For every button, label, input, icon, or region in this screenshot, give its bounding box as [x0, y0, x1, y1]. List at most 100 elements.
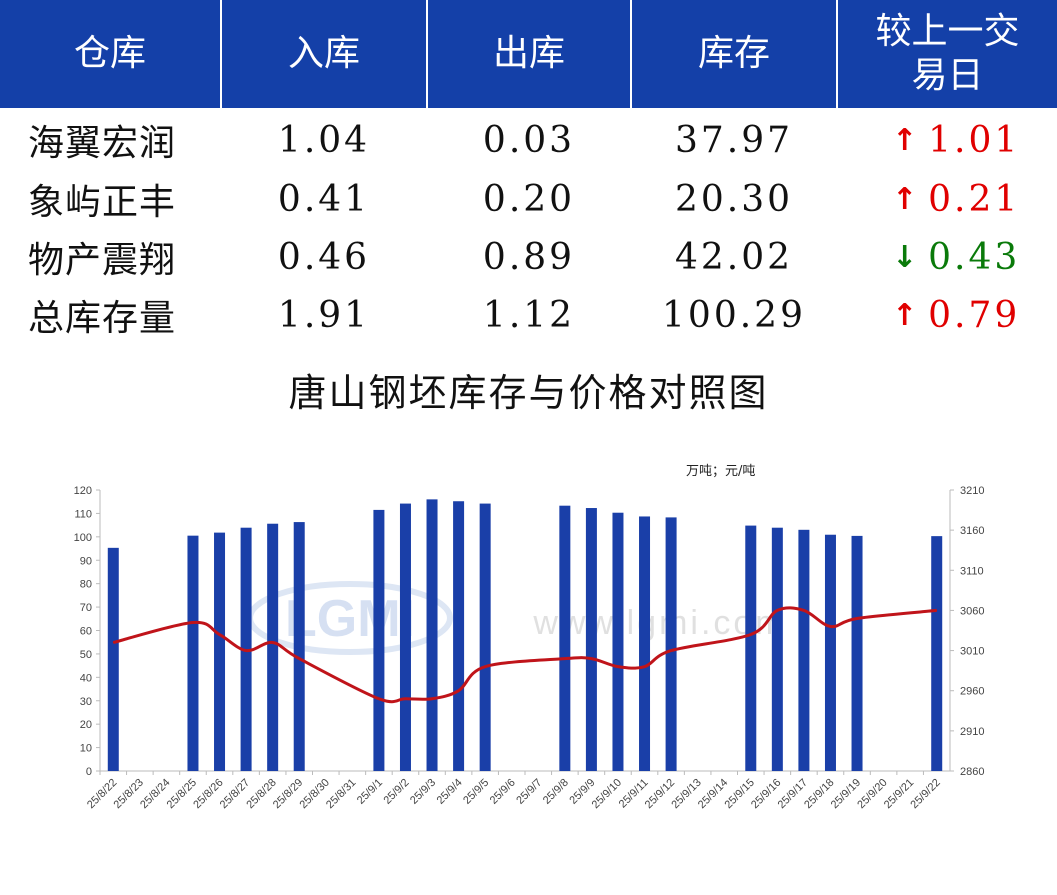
table-row: 海翼宏润 1.04 0.03 37.97 ↑ 1.01 — [0, 111, 1057, 169]
watermark: LGMI www.lgmi.com — [247, 581, 784, 655]
price-point — [644, 666, 646, 668]
bar — [612, 512, 624, 771]
stock-value: 42.02 — [674, 236, 794, 278]
price-point — [298, 658, 300, 660]
out-value: 1.12 — [482, 294, 576, 336]
stock-value: 100.29 — [662, 294, 806, 336]
out-value: 0.03 — [482, 119, 576, 161]
change-value: 1.01 — [928, 119, 1021, 161]
x-tick-label: 25/9/2 — [381, 777, 411, 807]
y-right-tick-label: 3060 — [960, 605, 984, 617]
y-left-tick-label: 30 — [80, 696, 92, 708]
price-point — [192, 621, 194, 623]
y-left-tick-label: 10 — [80, 743, 92, 755]
table-row: 总库存量 1.91 1.12 100.29 ↑ 0.79 — [0, 286, 1057, 344]
bar — [214, 532, 226, 771]
y-right-tick-label: 2960 — [960, 686, 984, 698]
bar — [824, 534, 836, 771]
price-point — [404, 698, 406, 700]
y-left-tick-label: 110 — [74, 508, 92, 520]
price-point — [564, 658, 566, 660]
bar — [585, 508, 597, 771]
bar — [559, 505, 571, 771]
price-point — [670, 650, 672, 652]
y-left-tick-label: 20 — [80, 719, 92, 731]
price-point — [245, 650, 247, 652]
price-point — [378, 698, 380, 700]
price-point — [219, 634, 221, 636]
price-point — [484, 666, 486, 668]
in-value: 1.91 — [277, 294, 371, 336]
in-value: 1.04 — [277, 119, 371, 161]
warehouse-name: 象屿正丰 — [28, 182, 177, 223]
out-value: 0.89 — [482, 236, 576, 278]
arrow-down-icon: ↓ — [892, 239, 921, 275]
bar — [399, 503, 411, 771]
unit-label: 万吨；元/吨 — [686, 464, 755, 479]
price-point — [112, 642, 114, 644]
out-value: 0.20 — [482, 178, 576, 220]
x-tick-label: 25/8/31 — [324, 777, 358, 811]
change-value: 0.43 — [928, 236, 1021, 278]
y-right-tick-label: 3210 — [960, 485, 984, 497]
x-tick-label: 25/9/4 — [435, 777, 465, 807]
y-right-tick-label: 3010 — [960, 646, 984, 658]
bar — [373, 509, 385, 771]
x-tick-label: 25/9/5 — [461, 777, 491, 807]
header-divider — [426, 0, 428, 108]
arrow-up-icon: ↑ — [892, 181, 921, 217]
arrow-up-icon: ↑ — [892, 122, 921, 158]
header-divider — [836, 0, 838, 108]
bar — [798, 529, 810, 771]
x-tick-label: 25/9/3 — [408, 777, 438, 807]
change-cell: ↑ 0.21 — [892, 170, 1020, 228]
arrow-up-icon: ↑ — [892, 297, 921, 333]
in-value: 0.41 — [277, 178, 371, 220]
bar — [453, 501, 465, 771]
bar — [293, 522, 305, 771]
change-cell: ↓ 0.43 — [892, 228, 1020, 286]
y-right-tick-label: 2860 — [960, 766, 984, 778]
bar — [187, 535, 199, 771]
change-cell: ↑ 0.79 — [892, 286, 1020, 344]
warehouse-name: 总库存量 — [28, 298, 177, 339]
price-point — [458, 690, 460, 692]
change-value: 0.79 — [928, 294, 1021, 336]
x-tick-label: 25/9/7 — [514, 777, 544, 807]
price-point — [776, 609, 778, 611]
x-tick-label: 25/9/8 — [541, 777, 571, 807]
header-stock: 库存 — [632, 0, 836, 108]
table-row: 物产震翔 0.46 0.89 42.02 ↓ 0.43 — [0, 228, 1057, 286]
y-left-tick-label: 70 — [80, 602, 92, 614]
change-value: 0.21 — [928, 178, 1021, 220]
header-change: 较上一交易日 — [838, 0, 1057, 108]
y-right-tick-label: 2910 — [960, 726, 984, 738]
change-cell: ↑ 1.01 — [892, 111, 1020, 169]
header-warehouse: 仓库 — [0, 0, 220, 108]
y-left-tick-label: 0 — [86, 766, 92, 778]
bar — [267, 523, 279, 771]
bar — [771, 527, 783, 771]
price-point — [936, 609, 938, 611]
bar — [639, 516, 651, 771]
price-point — [272, 642, 274, 644]
header-divider — [630, 0, 632, 108]
warehouse-name: 海翼宏润 — [28, 123, 177, 164]
y-right-tick-label: 3160 — [960, 525, 984, 537]
y-left-tick-label: 100 — [74, 532, 92, 544]
bar — [665, 517, 677, 771]
bar — [479, 503, 491, 771]
y-left-tick-label: 80 — [80, 579, 92, 591]
price-point — [750, 634, 752, 636]
warehouse-name: 物产震翔 — [28, 240, 177, 281]
watermark-logo: LGMI — [285, 590, 415, 648]
y-left-tick-label: 60 — [80, 626, 92, 638]
bar — [745, 525, 757, 771]
header-out: 出库 — [428, 0, 630, 108]
x-tick-label: 25/9/1 — [355, 777, 385, 807]
price-point — [431, 698, 433, 700]
bar — [426, 499, 438, 771]
table-row: 象屿正丰 0.41 0.20 20.30 ↑ 0.21 — [0, 170, 1057, 228]
y-left-tick-label: 90 — [80, 555, 92, 567]
